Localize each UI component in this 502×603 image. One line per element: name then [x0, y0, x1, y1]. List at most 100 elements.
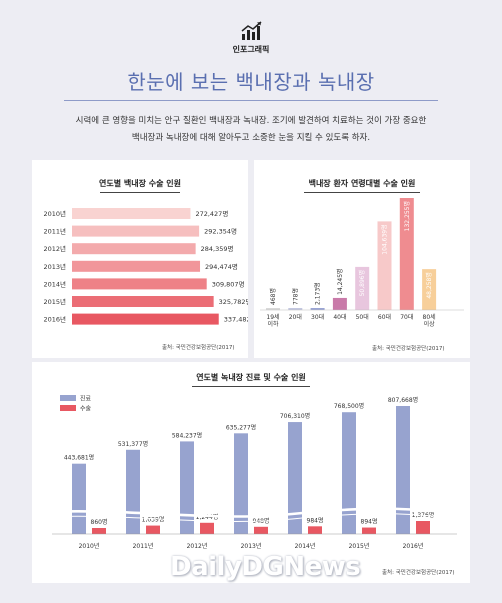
intro-text: 시력에 큰 영향을 미치는 안구 질환인 백내장과 녹내장. 조기에 발견하여 …: [60, 113, 442, 147]
value-label: 1,039명: [142, 516, 165, 524]
bar-treatment: [288, 422, 302, 534]
title-underline: [100, 192, 180, 193]
bar-treatment: [234, 433, 248, 534]
title-underline: [304, 192, 420, 193]
category-label: 50대: [356, 313, 369, 321]
category-label: 80세: [423, 313, 436, 321]
legend-label: 진료: [80, 395, 92, 403]
category-label: 2014년: [295, 542, 316, 550]
bar: [72, 313, 219, 325]
bar-surgery: [146, 525, 160, 534]
category-label: 2012년: [43, 244, 66, 253]
bar: [72, 296, 214, 307]
bar-surgery: [416, 521, 430, 534]
category-label: 19세: [266, 313, 279, 321]
value-label: 807,668명: [388, 396, 418, 404]
legend-swatch-treatment: [60, 395, 76, 401]
axis-break: [43, 513, 463, 522]
bar-treatment: [342, 412, 356, 534]
category-label: 2016년: [403, 542, 424, 550]
value-label: 706,310명: [280, 412, 310, 420]
bar-surgery: [362, 527, 376, 534]
bar: [332, 297, 347, 310]
value-label: 104,639명: [381, 224, 389, 254]
bar-treatment: [72, 463, 86, 534]
value-label: 50,896명: [358, 270, 366, 297]
value-label: 284,359명: [201, 244, 234, 253]
chart-title: 연도별 녹내장 진료 및 수술 인원: [196, 373, 306, 382]
chart-source: 출처: 국민건강보험공단(2017): [162, 345, 235, 351]
cataract-yearly-chart: 2010년 272,427명 2011년 292,354명 2012년 284,359명 2…: [43, 208, 248, 325]
value-label: 272,427명: [195, 209, 228, 218]
category-label: 30대: [311, 313, 324, 321]
category-label: 2016년: [43, 315, 66, 324]
value-label: 531,377명: [118, 440, 148, 448]
infographic-label: 인포그래픽: [232, 45, 270, 54]
bar-surgery: [92, 528, 106, 534]
bar: [72, 243, 196, 255]
value-label: 768,500명: [334, 402, 364, 410]
category-label: 70대: [400, 313, 413, 321]
value-label: 2,173명: [314, 282, 322, 305]
chart-source: 출처: 국민건강보험공단(2017): [382, 570, 455, 576]
category-label: 2014년: [43, 279, 66, 288]
value-label: 468명: [269, 288, 277, 305]
category-label: 2011년: [43, 227, 66, 236]
intro-line-1: 시력에 큰 영향을 미치는 안구 질환인 백내장과 녹내장. 조기에 발견하여 …: [75, 116, 427, 126]
bar-treatment: [180, 441, 194, 534]
chart-source: 출처: 국민건강보험공단(2017): [372, 346, 445, 352]
category-label: 2015년: [349, 542, 370, 550]
glaucoma-card: 연도별 녹내장 진료 및 수술 인원 진료 수술 443,681명 860명 2010년…: [32, 362, 470, 583]
bar: [288, 308, 303, 310]
legend-label: 수술: [80, 405, 92, 413]
value-label: 443,681명: [64, 454, 94, 462]
value-label: 584,237명: [172, 431, 202, 439]
value-label: 294,474명: [205, 262, 238, 271]
bar-treatment: [126, 449, 140, 534]
title-divider: [64, 100, 438, 101]
category-label: 60대: [378, 313, 391, 321]
category-label: 이상: [424, 320, 436, 328]
value-label: 48,258명: [425, 272, 433, 299]
chart-title: 연도별 백내장 수술 인원: [99, 179, 181, 188]
value-label: 778명: [291, 288, 299, 305]
category-label: 20대: [289, 313, 302, 321]
category-label: 2010년: [79, 542, 100, 550]
value-label: 635,277명: [226, 423, 256, 431]
chart-title: 백내장 환자 연령대별 수술 인원: [308, 179, 416, 188]
value-label: 337,482명: [224, 315, 248, 324]
watermark: DailyDGNews: [170, 552, 361, 582]
bar: [377, 221, 392, 310]
bar: [399, 198, 414, 310]
category-label: 2012년: [187, 542, 208, 550]
category-label: 이하: [267, 320, 279, 328]
bar: [72, 278, 207, 290]
cataract-age-card: 백내장 환자 연령대별 수술 인원 468명 19세 이하 778명 20대 2,173명…: [254, 160, 470, 358]
bar: [422, 269, 437, 310]
category-label: 2010년: [43, 209, 66, 218]
value-label: 309,807명: [212, 279, 245, 288]
cataract-yearly-card: 연도별 백내장 수술 인원 2010년 272,427명 2011년 292,354명…: [32, 160, 248, 358]
category-label: 2013년: [43, 262, 66, 271]
category-label: 2015년: [43, 297, 66, 306]
bar: [310, 308, 325, 310]
value-label: 14,245명: [336, 268, 344, 295]
legend-swatch-surgery: [60, 405, 76, 411]
value-label: 132,255명: [403, 201, 411, 231]
bar-treatment: [396, 406, 410, 534]
category-label: 2011년: [133, 542, 154, 550]
infographic-chart-icon: [241, 21, 262, 40]
page-title: 한눈에 보는 백내장과 녹내장: [127, 70, 375, 94]
bar-surgery: [254, 526, 268, 534]
bar: [72, 225, 200, 237]
title-underline: [192, 386, 310, 387]
value-label: 894명: [361, 518, 378, 526]
bar-surgery: [308, 526, 322, 534]
value-label: 325,782명: [219, 297, 248, 306]
intro-line-2: 백내장과 녹내장에 대해 알아두고 소중한 눈을 지킬 수 있도록 하자.: [131, 133, 371, 143]
bar: [72, 260, 201, 272]
bar: [355, 266, 370, 310]
axis-break: [43, 507, 463, 518]
